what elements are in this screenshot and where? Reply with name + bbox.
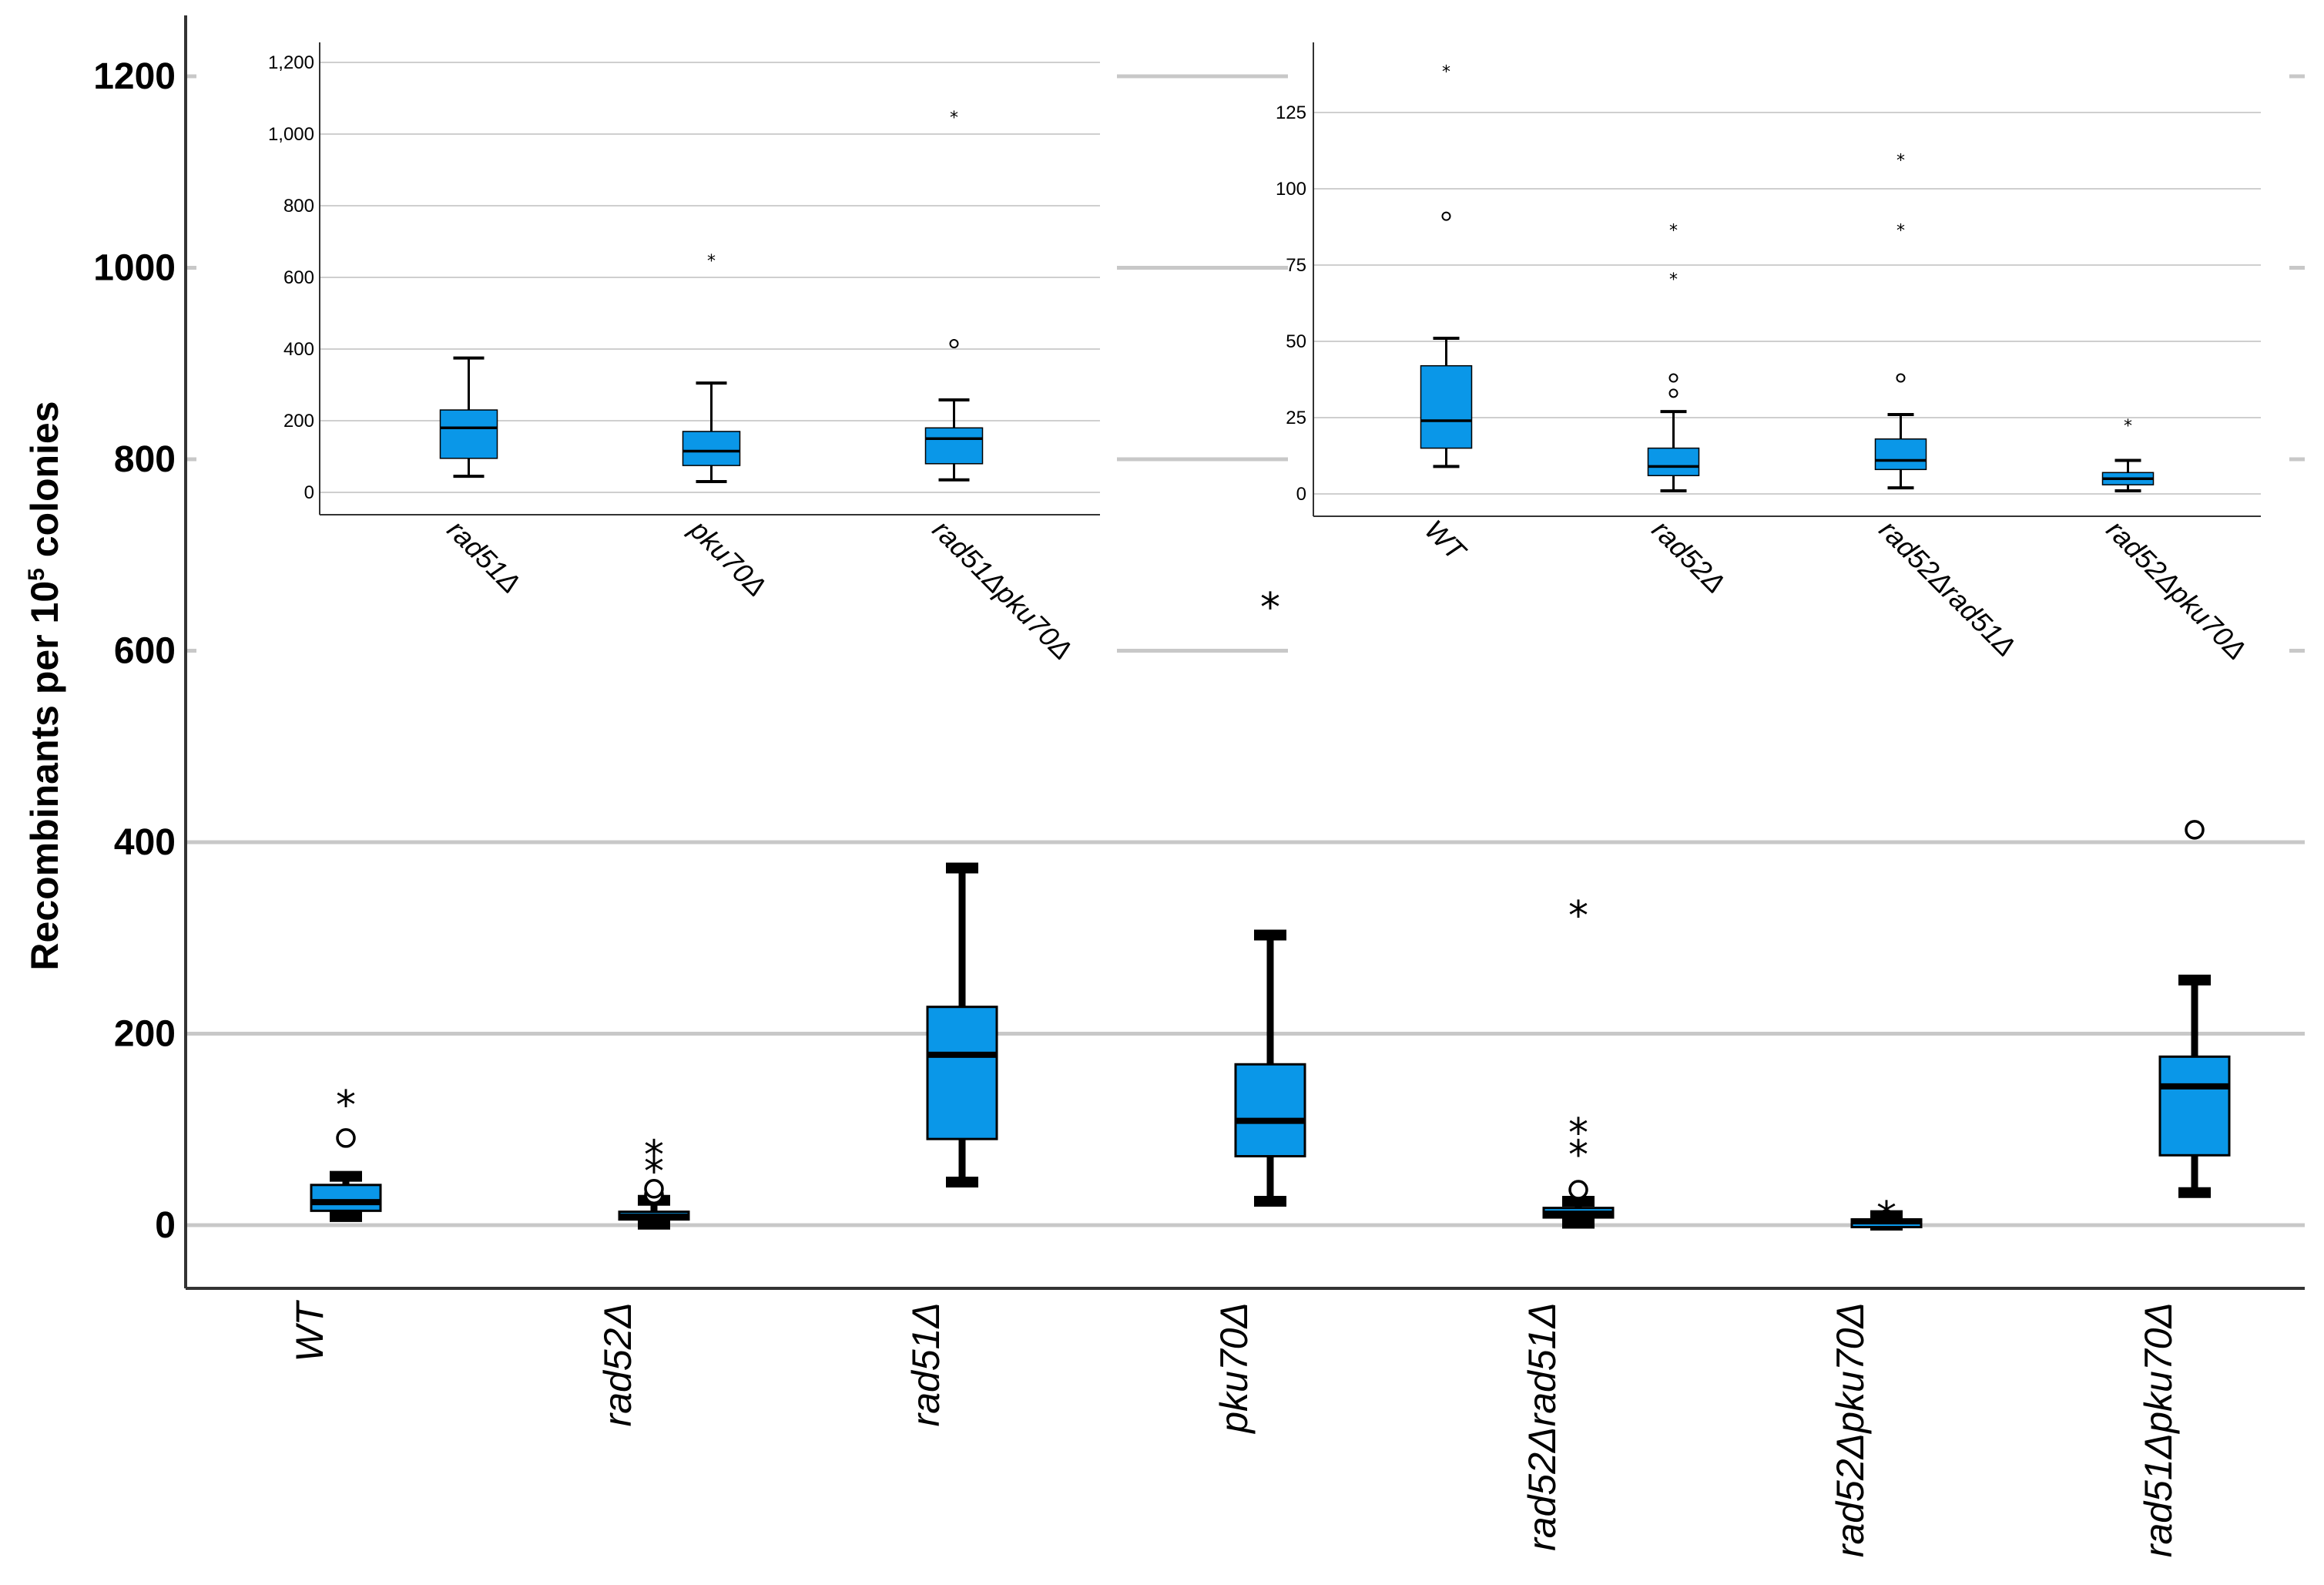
box	[682, 431, 741, 466]
inset-left-background	[196, 23, 1117, 747]
y-tick-label: 50	[1286, 331, 1306, 352]
category-label: rad51Δ	[904, 1302, 947, 1426]
y-tick-label: 1,200	[268, 52, 314, 73]
main-axes	[184, 15, 2305, 1290]
outlier-star: *	[1669, 270, 1678, 290]
outlier-circle	[1668, 388, 1678, 398]
outlier-star: *	[644, 1133, 664, 1179]
box	[310, 1184, 382, 1212]
outlier-circle	[2185, 820, 2205, 840]
y-tick-label: 600	[283, 267, 314, 288]
main-y-tick-labels: 0 200 400 600 800 1000 1200	[93, 56, 176, 1246]
box	[1234, 1063, 1306, 1158]
outlier-circle	[949, 339, 959, 349]
outlier-star: *	[1896, 222, 1905, 241]
inset-right-y-tick-labels: 0 25 50 75 100 125	[1276, 102, 1306, 505]
box	[1647, 447, 1700, 476]
category-label: rad52Δ	[596, 1302, 639, 1426]
outlier-circle	[1441, 211, 1451, 221]
main-category-labels: WT rad52Δ rad51Δ pku70Δ rad52Δrad51Δ rad52Δpk…	[288, 1300, 2180, 1558]
inset-left-gridlines	[320, 62, 1100, 493]
outlier-star: *	[644, 1149, 664, 1195]
y-tick-label: 0	[1296, 484, 1306, 505]
box	[2158, 1055, 2231, 1157]
box	[439, 409, 498, 459]
y-tick-label: 800	[114, 439, 176, 480]
outlier-circle	[1668, 373, 1678, 383]
category-label: rad52Δrad51Δ	[1521, 1302, 1564, 1551]
outlier-star: *	[707, 252, 716, 271]
outlier-circle	[336, 1128, 356, 1148]
outlier-star: *	[1442, 63, 1450, 82]
y-tick-label: 1000	[93, 248, 176, 289]
y-tick-label: 400	[114, 822, 176, 863]
outlier-star: *	[1568, 1133, 1588, 1179]
y-tick-label: 75	[1286, 255, 1306, 276]
y-tick-label: 100	[1276, 179, 1306, 200]
y-tick-label: 125	[1276, 102, 1306, 123]
outlier-star: *	[1876, 1194, 1896, 1240]
box	[924, 427, 984, 465]
y-tick-label: 400	[283, 339, 314, 360]
inset-left-boxes: **	[439, 109, 984, 484]
category-label: pku70Δ	[1212, 1302, 1256, 1435]
y-tick-label: 1,000	[268, 124, 314, 145]
outlier-circle	[1568, 1180, 1588, 1200]
y-tick-label: 200	[283, 411, 314, 432]
outlier-star: *	[950, 109, 958, 128]
y-tick-label: 600	[114, 631, 176, 672]
outlier-star: *	[1669, 222, 1678, 241]
box	[1420, 364, 1473, 449]
y-tick-label: 25	[1286, 408, 1306, 428]
y-tick-label: 0	[304, 482, 314, 503]
category-label: WT	[288, 1300, 331, 1362]
outlier-star: *	[2124, 417, 2132, 436]
inset-left-y-tick-labels: 0 200 400 600 800 1,000 1,200	[268, 52, 314, 503]
y-tick-label: 200	[114, 1014, 176, 1055]
outlier-star: *	[1568, 893, 1588, 939]
category-label: rad51Δpku70Δ	[2137, 1302, 2180, 1557]
main-y-axis-label: Recombinants per 105 colonies	[23, 401, 66, 970]
box	[926, 1006, 998, 1140]
inset-right-boxes: * * * * * *	[1420, 63, 2155, 493]
main-boxes: ********	[310, 585, 2231, 1240]
y-tick-label: 800	[283, 196, 314, 217]
outlier-star: *	[336, 1083, 356, 1129]
y-tick-label: 0	[155, 1205, 176, 1246]
outlier-star: *	[1896, 151, 1905, 170]
outlier-circle	[1896, 373, 1906, 383]
outlier-circle	[644, 1179, 664, 1199]
outlier-star: *	[1568, 1110, 1588, 1157]
box	[1874, 438, 1927, 471]
y-tick-label: 1200	[93, 56, 176, 97]
category-label: rad52Δpku70Δ	[1829, 1302, 1872, 1557]
outlier-star: *	[1260, 585, 1280, 631]
